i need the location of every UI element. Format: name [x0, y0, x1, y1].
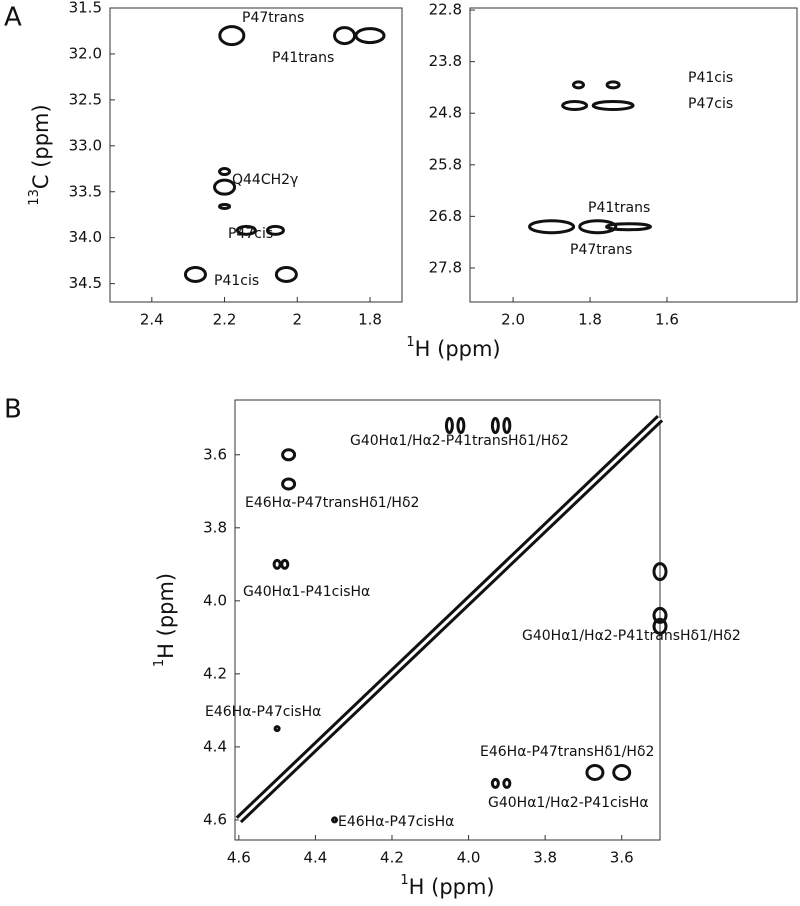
- peak: [456, 417, 466, 435]
- peak: [561, 99, 589, 111]
- x-tick-label: 2.2: [213, 311, 237, 329]
- y-tick-label: 33.5: [69, 182, 102, 200]
- x-tick-label: 4.6: [227, 849, 251, 867]
- x-tick-label: 3.6: [610, 849, 634, 867]
- peak: [605, 80, 621, 90]
- annotation: G40Hα1/Hα2-P41transHδ1/Hδ2: [522, 628, 741, 644]
- x-tick-label: 2: [292, 311, 302, 329]
- x-tick-label: 2.4: [140, 311, 164, 329]
- annotation: P41trans: [588, 200, 650, 216]
- x-axis-title: 1H (ppm): [406, 335, 500, 362]
- y-tick-label: 27.8: [429, 258, 462, 276]
- annotation: P41cis: [688, 70, 733, 86]
- peak: [528, 219, 576, 235]
- y-tick-label: 4.2: [203, 664, 227, 682]
- x-tick-label: 3.8: [533, 849, 557, 867]
- peak: [502, 777, 512, 789]
- peak: [354, 27, 386, 45]
- peak: [578, 219, 618, 235]
- y-tick-label: 24.8: [429, 104, 462, 122]
- x-axis-title: 1H (ppm): [400, 873, 494, 900]
- peak: [273, 725, 281, 733]
- peak: [591, 99, 635, 111]
- peak: [218, 25, 246, 47]
- y-tick-label: 4.0: [203, 591, 227, 609]
- plot-frame: [109, 7, 403, 303]
- peak: [218, 167, 232, 177]
- peak: [331, 816, 339, 824]
- annotation: P41trans: [272, 50, 334, 66]
- y-tick-label: 23.8: [429, 52, 462, 70]
- peak: [218, 202, 232, 210]
- panel-label: A: [4, 3, 22, 33]
- annotation: P47trans: [570, 242, 632, 258]
- peak: [280, 558, 290, 570]
- x-tick-label: 4.4: [303, 849, 327, 867]
- y-tick-label: 4.4: [203, 737, 227, 755]
- x-tick-label: 1.8: [578, 311, 602, 329]
- peak: [490, 777, 500, 789]
- peak: [612, 763, 632, 781]
- peak: [213, 178, 237, 196]
- peak: [281, 477, 297, 491]
- peak: [265, 224, 285, 236]
- annotation: P47trans: [242, 10, 304, 26]
- y-tick-label: 31.5: [69, 0, 102, 17]
- diagonal-core: [237, 417, 662, 822]
- y-axis-title: 1H (ppm): [152, 573, 179, 667]
- x-tick-label: 2.0: [501, 311, 525, 329]
- annotation: G40Hα1/Hα2-P41transHδ1/Hδ2: [350, 433, 569, 449]
- annotation: E46Hα-P47cisHα: [338, 814, 454, 830]
- peak: [281, 448, 297, 462]
- peak: [235, 224, 257, 236]
- panel-label: B: [4, 395, 22, 425]
- peak: [571, 80, 585, 90]
- peak: [652, 606, 668, 624]
- y-tick-label: 3.8: [203, 518, 227, 536]
- y-tick-label: 26.8: [429, 207, 462, 225]
- x-tick-label: 1.8: [358, 311, 382, 329]
- annotation: G40Hα1-P41cisHα: [243, 584, 370, 600]
- annotation: P41cis: [214, 273, 259, 289]
- y-tick-label: 32.0: [69, 44, 102, 62]
- peak: [444, 417, 454, 435]
- peak: [652, 562, 668, 582]
- peak: [272, 558, 282, 570]
- y-tick-label: 33.0: [69, 136, 102, 154]
- peak: [183, 265, 207, 283]
- peak: [652, 617, 668, 635]
- y-tick-label: 34.0: [69, 228, 102, 246]
- peak: [490, 417, 500, 435]
- annotation: P47cis: [228, 226, 273, 242]
- x-tick-label: 1.6: [655, 311, 679, 329]
- y-tick-label: 25.8: [429, 155, 462, 173]
- peak: [333, 26, 357, 46]
- peak: [585, 763, 605, 781]
- y-tick-label: 3.6: [203, 445, 227, 463]
- plot-frame: [469, 7, 798, 303]
- y-tick-label: 34.5: [69, 274, 102, 292]
- y-axis-title: 13C (ppm): [27, 104, 54, 205]
- y-tick-label: 32.5: [69, 90, 102, 108]
- peak: [502, 417, 512, 435]
- peak: [274, 265, 298, 283]
- annotation: P47cis: [688, 96, 733, 112]
- x-tick-label: 4.0: [457, 849, 481, 867]
- y-tick-label: 4.6: [203, 810, 227, 828]
- annotation: E46Hα-P47cisHα: [205, 704, 321, 720]
- peak: [604, 222, 652, 232]
- annotation: E46Hα-P47transHδ1/Hδ2: [480, 744, 654, 760]
- x-tick-label: 4.2: [380, 849, 404, 867]
- annotation: E46Hα-P47transHδ1/Hδ2: [245, 495, 419, 511]
- y-tick-label: 22.8: [429, 1, 462, 19]
- annotation: G40Hα1/Hα2-P41cisHα: [488, 795, 649, 811]
- annotation: Q44CH2γ: [232, 172, 298, 188]
